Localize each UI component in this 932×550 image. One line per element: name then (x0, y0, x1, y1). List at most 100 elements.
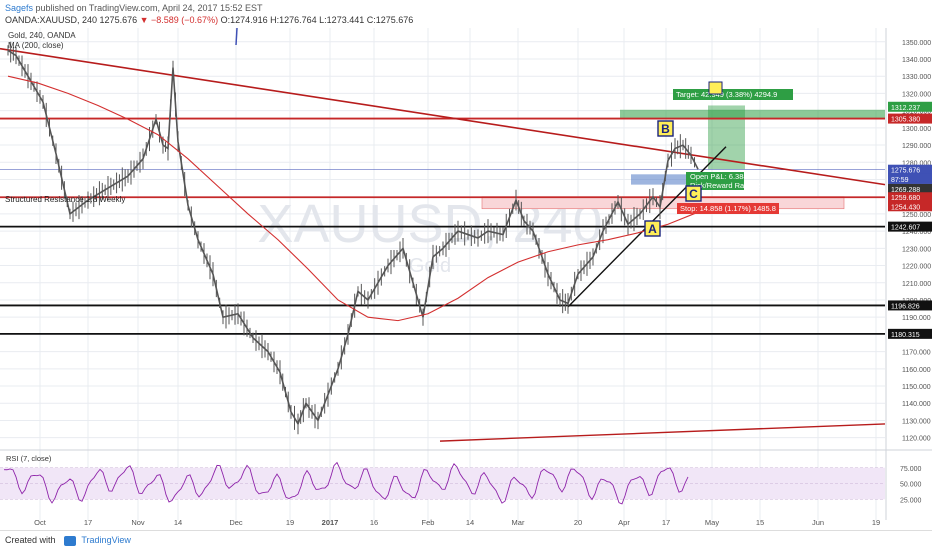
x-tick-label: Dec (229, 518, 243, 527)
created-with: Created with TradingView (5, 535, 131, 546)
x-tick-label: May (705, 518, 719, 527)
axis-badge-3 (888, 173, 932, 184)
rsi-tick-label: 50.000 (900, 482, 922, 489)
y-tick-label: 1280.000 (902, 160, 931, 167)
axis-badge-text-1: 1305.380 (891, 117, 920, 124)
footer: Created with TradingView (0, 530, 932, 550)
axis-badge-text-0: 1312.237 (891, 105, 920, 112)
rr-label: Risk/Reward Ratio: 2.89 (690, 181, 771, 190)
y-tick-label: 1210.000 (902, 281, 931, 288)
tradingview-link[interactable]: TradingView (81, 535, 131, 545)
stop-box (677, 203, 779, 214)
stop-label: Stop: 14.858 (1.17%) 1485.8 (680, 204, 776, 213)
target-box (673, 89, 793, 100)
wave-label-b-box (657, 120, 674, 137)
y-tick-label: 1130.000 (902, 418, 931, 425)
trendline-down (0, 47, 886, 186)
structured-resistance-label: Structured Resistance 1.8 Weekly (5, 195, 125, 204)
axis-badge-text-2: 1275.676 (891, 168, 920, 175)
x-tick-label: 17 (84, 518, 92, 527)
target-label: Target: 42.949 (3.38%) 4294.9 (676, 90, 777, 99)
legend-title: Gold, 240, OANDA (8, 31, 76, 40)
x-tick-label: 14 (174, 518, 182, 527)
x-tick-label: 19 (286, 518, 294, 527)
wave-label-c-box (685, 185, 702, 202)
y-tick-label: 1190.000 (902, 315, 931, 322)
axis-badge-7 (888, 221, 932, 232)
symbol-label: OANDA:XAUUSD, 240 (5, 15, 98, 25)
rsi-tick-label: 75.000 (900, 466, 922, 473)
x-tick-label: Feb (422, 518, 435, 527)
target-marker (708, 81, 723, 95)
entry-zone (631, 174, 689, 185)
axis-badge-text-4: 1269.288 (891, 187, 920, 194)
x-tick-label: 17 (662, 518, 670, 527)
chart-area[interactable]: XAUUSD, 240 Gold 1350.000 1340.000 1330.000 1… (0, 28, 932, 530)
axis-badge-4 (888, 183, 932, 194)
ohlc-values: O:1274.916 H:1276.764 L:1273.441 C:1275.… (220, 15, 414, 25)
last-price: 1275.676 (99, 15, 138, 25)
wave-label-c: C (689, 187, 698, 201)
x-tick-label: Apr (618, 518, 630, 527)
y-tick-label: 1350.000 (902, 40, 931, 47)
axis-badge-9 (888, 328, 932, 339)
symbol-info: OANDA:XAUUSD, 240 1275.676 ▼ −8.589 (−0.… (5, 15, 413, 25)
pnl-label: Open P&L: 6.388 (690, 172, 748, 181)
y-tick-label: 1240.000 (902, 229, 931, 236)
x-tick-label: 19 (872, 518, 880, 527)
x-tick-label: Nov (131, 518, 145, 527)
y-tick-label: 1170.000 (902, 350, 931, 357)
x-tick-label: 15 (756, 518, 764, 527)
x-tick-label: 16 (370, 518, 378, 527)
x-tick-label: 20 (574, 518, 582, 527)
trendline-up-lower (439, 423, 886, 442)
axis-badge-text-9: 1180.315 (891, 332, 920, 339)
y-tick-label: 1320.000 (902, 91, 931, 98)
legend-ma: MA (200, close) (8, 41, 64, 50)
axis-badge-6 (888, 201, 932, 212)
rsi-legend: RSI (7, close) (6, 454, 52, 463)
author-link[interactable]: Sagefs (5, 3, 34, 13)
ma200-series (7, 75, 699, 322)
price-change: ▼ −8.589 (−0.67%) (139, 15, 219, 25)
x-tick-label: Jun (812, 518, 824, 527)
y-tick-label: 1150.000 (902, 384, 931, 391)
axis-badge-5 (888, 192, 932, 203)
y-tick-label: 1330.000 (902, 74, 931, 81)
wave-label-a-box (644, 220, 661, 237)
rsi-series (3, 461, 689, 505)
axis-badge-8 (888, 300, 932, 311)
y-tick-label: 1230.000 (902, 246, 931, 253)
tradingview-logo-icon (64, 535, 77, 546)
created-with-text: Created with (5, 535, 56, 545)
x-tick-label: 2017 (322, 518, 339, 527)
y-tick-label: 1310.000 (902, 109, 931, 116)
x-tick-label: Mar (512, 518, 525, 527)
y-tick-label: 1340.000 (902, 57, 931, 64)
target-band (620, 109, 885, 119)
axis-badge-text-8: 1196.826 (891, 303, 920, 310)
rsi-tick-label: 25.000 (900, 497, 922, 504)
axis-badge-text-3: 87:59 (891, 177, 909, 184)
x-tick-label: Oct (34, 518, 47, 527)
blue-marker-line (235, 28, 238, 46)
y-tick-label: 1140.000 (902, 401, 931, 408)
chart-header: Sagefs published on TradingView.com, Apr… (0, 0, 932, 28)
publish-text: published on TradingView.com, April 24, … (35, 3, 263, 13)
x-tick-label: 14 (466, 518, 474, 527)
axis-badge-text-5: 1259.680 (891, 195, 920, 202)
chart-background (0, 28, 932, 530)
y-tick-label: 1220.000 (902, 264, 931, 271)
y-tick-label: 1120.000 (902, 436, 931, 443)
watermark-name: Gold (409, 255, 451, 277)
y-tick-label: 1160.000 (902, 367, 931, 374)
y-tick-label: 1300.000 (902, 126, 931, 133)
axis-badge-text-7: 1242.607 (891, 225, 920, 232)
publish-info: Sagefs published on TradingView.com, Apr… (5, 3, 263, 13)
wave-label-a: A (648, 222, 657, 236)
axis-badge-1 (888, 113, 932, 124)
wave-label-b: B (661, 122, 670, 136)
axis-badge-2 (888, 164, 932, 175)
axis-badge-0 (888, 101, 932, 112)
chart-canvas[interactable]: XAUUSD, 240Gold1350.0001340.0001330.0001… (0, 28, 932, 530)
